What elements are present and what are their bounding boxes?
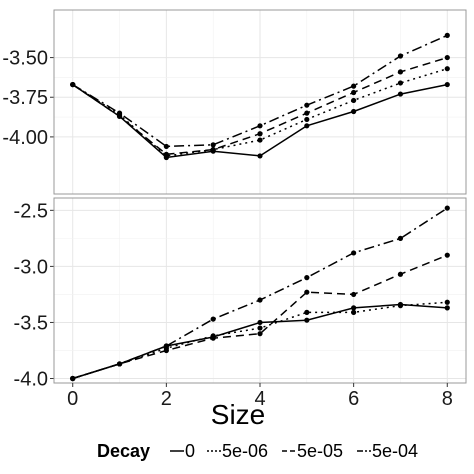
data-point — [257, 319, 263, 326]
data-point — [257, 123, 263, 129]
data-point — [351, 108, 357, 115]
data-point — [304, 289, 310, 295]
data-point — [304, 102, 310, 108]
data-point — [210, 142, 216, 148]
data-point — [444, 299, 450, 305]
data-point — [304, 116, 310, 123]
data-point — [397, 235, 404, 241]
data-point — [257, 325, 263, 331]
series-line-5e-06 — [72, 67, 448, 157]
data-point — [70, 375, 76, 382]
data-point — [210, 146, 216, 153]
data-point — [304, 317, 310, 323]
data-point — [351, 309, 357, 315]
y-tick-label: -4.00 — [2, 127, 48, 149]
y-tick-label: -3.5 — [14, 312, 48, 334]
bottom-panel: -2.5 -3.0 -3.5 -4.0 — [14, 197, 467, 391]
legend-label: 5e-04 — [372, 441, 418, 461]
data-point — [304, 110, 310, 116]
data-point — [397, 271, 404, 277]
data-point — [163, 143, 169, 150]
x-tick-label: 0 — [67, 388, 78, 410]
data-point — [397, 303, 404, 309]
data-point — [163, 343, 169, 349]
x-tick-label: 4 — [254, 388, 265, 410]
data-point — [210, 335, 216, 341]
data-point — [444, 305, 450, 311]
data-point — [351, 97, 357, 104]
data-point — [397, 69, 404, 75]
data-point — [257, 153, 263, 159]
y-tick-label: -4.0 — [14, 369, 48, 391]
data-point — [351, 305, 357, 311]
data-point — [116, 361, 123, 367]
data-point — [163, 347, 169, 354]
legend-label: 5e-05 — [297, 441, 343, 461]
data-point — [444, 81, 450, 88]
series-line-5e-05 — [72, 254, 448, 380]
data-point — [397, 53, 404, 59]
data-point — [210, 316, 216, 322]
top-panel: -3.50 -3.75 -4.00 — [2, 9, 467, 195]
y-tick-label: -2.5 — [14, 200, 48, 222]
data-point — [397, 80, 404, 86]
data-point — [257, 137, 263, 143]
data-point — [444, 66, 450, 72]
x-tick-label: 6 — [348, 388, 359, 410]
data-point — [163, 151, 169, 157]
data-point — [304, 309, 310, 315]
data-point — [444, 32, 450, 38]
data-point — [257, 297, 263, 303]
data-point — [351, 250, 357, 256]
data-point — [397, 91, 404, 97]
legend-label: 0 — [185, 441, 195, 461]
data-point — [351, 83, 357, 89]
legend: Decay 0 5e-06 5e-05 5e-04 — [97, 441, 418, 461]
data-point — [304, 123, 310, 129]
data-point — [116, 110, 123, 116]
y-tick-label: -3.50 — [2, 48, 48, 70]
data-point — [257, 331, 263, 337]
x-tick-label: 8 — [442, 388, 453, 410]
legend-label: 5e-06 — [222, 441, 268, 461]
data-point — [444, 205, 450, 211]
data-point — [351, 89, 357, 96]
panel-border — [53, 9, 467, 195]
data-point — [257, 131, 263, 137]
x-tick-label: 2 — [161, 388, 172, 410]
y-tick-label: -3.0 — [14, 256, 48, 278]
data-point — [351, 291, 357, 298]
legend-title: Decay — [97, 441, 150, 461]
x-axis-title: Size — [211, 399, 265, 430]
data-point — [444, 252, 450, 258]
x-axis: 0 2 4 6 8 — [67, 383, 453, 410]
y-tick-label: -3.75 — [2, 87, 48, 109]
data-point — [70, 81, 76, 88]
data-point — [304, 275, 310, 281]
data-point — [444, 54, 450, 61]
